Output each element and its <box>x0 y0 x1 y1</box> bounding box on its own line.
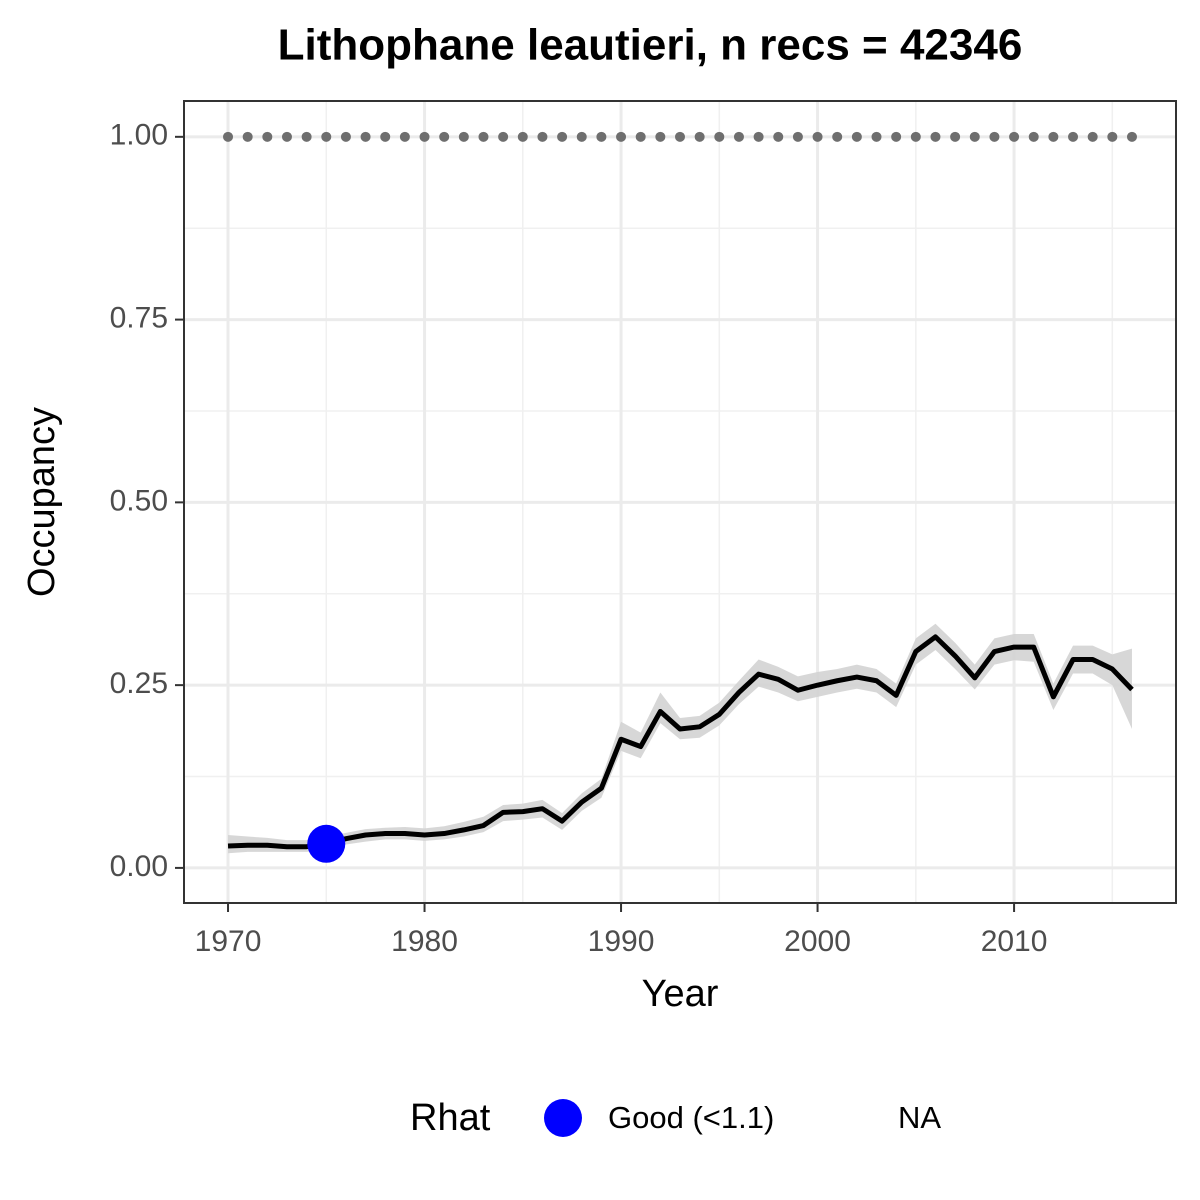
reference-dot <box>969 131 980 142</box>
reference-dot <box>419 131 430 142</box>
panel-border <box>183 100 1177 904</box>
reference-dot <box>773 131 784 142</box>
reference-dot <box>242 131 253 142</box>
reference-dot <box>714 131 725 142</box>
reference-dot <box>616 131 627 142</box>
reference-dot <box>340 131 351 142</box>
y-tick-label: 0.00 <box>110 850 168 883</box>
reference-dot <box>537 131 548 142</box>
reference-dot <box>792 131 803 142</box>
reference-dot <box>478 131 489 142</box>
reference-dot <box>1107 131 1118 142</box>
x-tick-label: 2000 <box>784 925 851 958</box>
reference-dot <box>812 131 823 142</box>
reference-dot <box>851 131 862 142</box>
reference-dot <box>694 131 705 142</box>
reference-dot <box>498 131 509 142</box>
y-axis-label: Occupancy <box>21 407 63 597</box>
x-tick-label: 2010 <box>981 925 1048 958</box>
x-tick-label: 1990 <box>588 925 655 958</box>
reference-dot <box>1028 131 1039 142</box>
reference-dot <box>576 131 587 142</box>
reference-dot <box>871 131 882 142</box>
reference-dot <box>1048 131 1059 142</box>
y-tick-label: 1.00 <box>110 119 168 152</box>
legend-swatch <box>544 1099 582 1137</box>
x-tick-label: 1980 <box>391 925 458 958</box>
reference-dot <box>517 131 528 142</box>
reference-dot <box>301 131 312 142</box>
reference-dot <box>989 131 1000 142</box>
occupancy-line <box>227 634 1134 850</box>
reference-dot <box>675 131 685 142</box>
reference-dot <box>655 131 666 142</box>
reference-dot <box>439 131 450 142</box>
chart-title: Lithophane leautieri, n recs = 42346 <box>278 21 1023 70</box>
reference-dot <box>596 131 607 142</box>
legend-title: Rhat <box>410 1097 491 1139</box>
reference-dot <box>223 131 234 142</box>
reference-dot <box>262 131 273 142</box>
reference-dot <box>910 131 921 142</box>
rhat-point <box>307 824 346 863</box>
reference-dot <box>458 131 469 142</box>
reference-dot <box>1068 131 1079 142</box>
reference-dot <box>1126 131 1137 142</box>
reference-dot <box>635 131 646 142</box>
y-tick-label: 0.50 <box>110 484 168 517</box>
reference-dot <box>380 131 391 142</box>
legend-label: NA <box>898 1100 941 1135</box>
reference-dot <box>753 131 764 142</box>
x-tick-label: 1970 <box>195 925 262 958</box>
reference-dot <box>1087 131 1098 142</box>
y-tick-label: 0.75 <box>110 302 168 335</box>
reference-dot <box>281 131 292 142</box>
reference-dot <box>1009 131 1020 142</box>
reference-dot <box>733 131 744 142</box>
reference-dot <box>950 131 961 142</box>
reference-dot <box>930 131 941 142</box>
x-axis-label: Year <box>642 973 719 1015</box>
reference-dot <box>832 131 843 142</box>
legend-label: Good (<1.1) <box>608 1100 774 1135</box>
reference-dot <box>399 131 410 142</box>
y-tick-label: 0.25 <box>110 667 168 700</box>
reference-dot <box>321 131 332 142</box>
reference-dot <box>360 131 371 142</box>
confidence-ribbon <box>228 623 1132 854</box>
reference-dot <box>891 131 902 142</box>
reference-dot <box>557 131 568 142</box>
